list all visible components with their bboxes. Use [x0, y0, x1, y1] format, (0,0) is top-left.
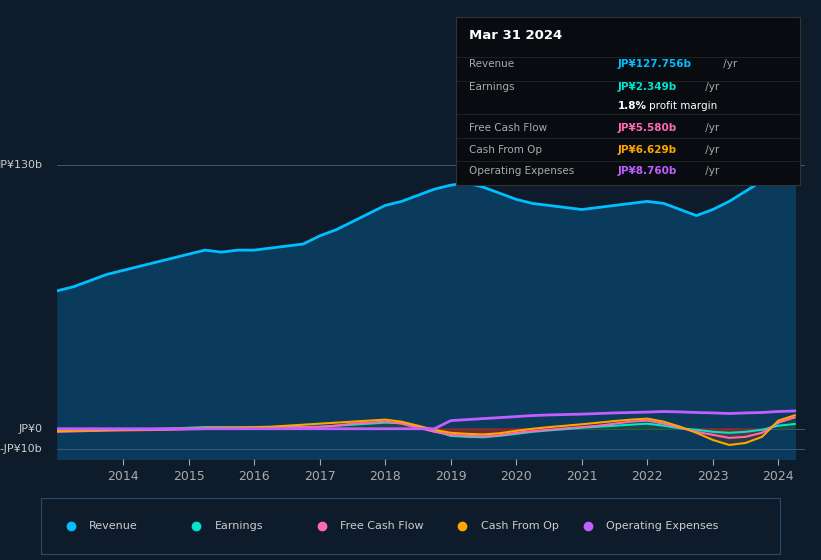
Text: profit margin: profit margin — [649, 101, 717, 111]
Text: JP¥5.580b: JP¥5.580b — [617, 123, 677, 133]
Text: /yr: /yr — [701, 123, 718, 133]
Text: /yr: /yr — [701, 82, 718, 92]
Text: JP¥127.756b: JP¥127.756b — [617, 59, 692, 69]
Text: /yr: /yr — [701, 144, 718, 155]
Text: JP¥2.349b: JP¥2.349b — [617, 82, 677, 92]
Text: Cash From Op: Cash From Op — [470, 144, 543, 155]
Text: /yr: /yr — [720, 59, 737, 69]
Text: Revenue: Revenue — [470, 59, 515, 69]
Text: Earnings: Earnings — [470, 82, 515, 92]
Text: Cash From Op: Cash From Op — [481, 521, 558, 531]
Text: Revenue: Revenue — [89, 521, 138, 531]
Text: Free Cash Flow: Free Cash Flow — [341, 521, 424, 531]
Text: Free Cash Flow: Free Cash Flow — [470, 123, 548, 133]
Text: Operating Expenses: Operating Expenses — [606, 521, 718, 531]
Text: JP¥0: JP¥0 — [19, 424, 43, 434]
Text: JP¥6.629b: JP¥6.629b — [617, 144, 677, 155]
Text: JP¥130b: JP¥130b — [0, 160, 43, 170]
Text: /yr: /yr — [701, 166, 718, 176]
Text: 1.8%: 1.8% — [617, 101, 647, 111]
Text: -JP¥10b: -JP¥10b — [0, 444, 43, 454]
Text: JP¥8.760b: JP¥8.760b — [617, 166, 677, 176]
Text: Earnings: Earnings — [215, 521, 264, 531]
Text: Mar 31 2024: Mar 31 2024 — [470, 29, 562, 41]
Text: Operating Expenses: Operating Expenses — [470, 166, 575, 176]
